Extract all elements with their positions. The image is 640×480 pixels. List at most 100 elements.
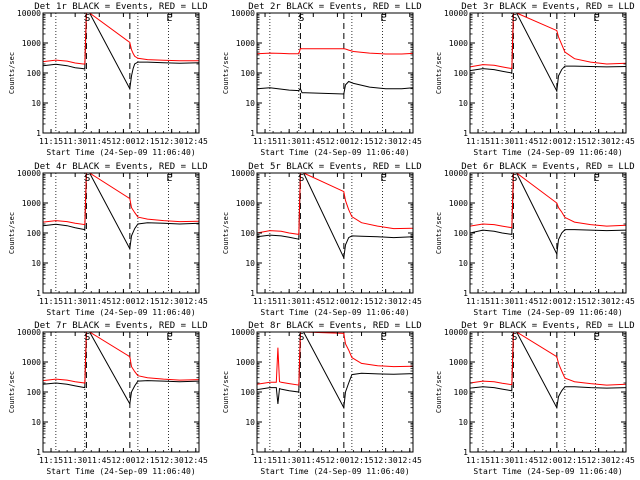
y-axis-label: Counts/sec [435, 371, 443, 413]
y-tick-label: 1 [463, 448, 468, 457]
x-tick-label: 11:30 [490, 456, 514, 465]
x-tick-label: 11:45 [301, 137, 325, 146]
start-marker-label: S [511, 332, 517, 343]
x-tick-label: 12:15 [135, 137, 159, 146]
x-tick-label: 11:30 [490, 297, 514, 306]
panel-7: Det 7r BLACK = Events, RED = LLD 1 10 100 10… [8, 321, 208, 476]
y-tick-label: 1000 [22, 39, 41, 48]
end-marker-label: E [166, 173, 172, 184]
y-tick-label: 100 [27, 388, 42, 397]
start-marker-label: S [84, 332, 90, 343]
lld-series-line [43, 13, 199, 65]
start-marker-label: S [298, 332, 304, 343]
panel-title: Det 9r BLACK = Events, RED = LLD [461, 321, 634, 331]
y-tick-label: 10000 [444, 169, 468, 178]
x-tick-label: 11:30 [277, 297, 301, 306]
lld-series-line [257, 173, 413, 235]
x-axis-label: Start Time (24-Sep-09 11:06:40) [473, 308, 622, 317]
y-tick-label: 10000 [17, 169, 41, 178]
end-marker-label: E [593, 173, 599, 184]
x-axis-label: Start Time (24-Sep-09 11:06:40) [46, 308, 195, 317]
y-tick-label: 1000 [236, 358, 255, 367]
end-marker-label: E [593, 13, 599, 24]
x-tick-label: 12:30 [374, 297, 398, 306]
events-series-line [43, 13, 199, 91]
x-tick-label: 12:15 [349, 456, 373, 465]
x-tick-label: 12:30 [374, 137, 398, 146]
events-series-line [470, 332, 626, 410]
y-tick-label: 10000 [231, 328, 255, 337]
x-axis-label: Start Time (24-Sep-09 11:06:40) [260, 308, 409, 317]
y-tick-label: 100 [454, 69, 469, 78]
x-axis-label: Start Time (24-Sep-09 11:06:40) [260, 467, 409, 476]
y-tick-label: 100 [27, 69, 42, 78]
end-marker-label: E [166, 13, 172, 24]
start-marker-label: S [298, 13, 304, 24]
plot-frame [256, 12, 414, 134]
y-tick-label: 10000 [17, 9, 41, 18]
x-tick-label: 12:45 [184, 137, 208, 146]
events-series-line [43, 332, 199, 406]
x-axis-label: Start Time (24-Sep-09 11:06:40) [473, 148, 622, 157]
plot-frame [469, 172, 627, 294]
end-marker-label: E [380, 13, 386, 24]
y-tick-label: 1 [463, 129, 468, 138]
x-tick-label: 12:15 [349, 297, 373, 306]
x-tick-label: 11:45 [87, 297, 111, 306]
panel-2: Det 2r BLACK = Events, RED = LLD 1 10 100 10… [222, 2, 422, 157]
y-tick-label: 10 [458, 259, 468, 268]
y-tick-label: 10 [245, 99, 255, 108]
x-tick-label: 12:30 [160, 137, 184, 146]
x-tick-label: 11:15 [39, 456, 63, 465]
x-tick-label: 11:45 [514, 456, 538, 465]
y-tick-label: 100 [241, 69, 256, 78]
y-tick-label: 1000 [22, 358, 41, 367]
panel-8: Det 8r BLACK = Events, RED = LLD 1 10 100 10… [222, 321, 422, 476]
x-tick-label: 12:45 [611, 137, 635, 146]
x-tick-label: 12:30 [160, 297, 184, 306]
start-marker-label: S [511, 173, 517, 184]
y-tick-label: 100 [454, 229, 469, 238]
x-tick-label: 12:45 [184, 456, 208, 465]
lld-series-line [470, 332, 626, 386]
x-tick-label: 11:30 [277, 456, 301, 465]
y-tick-label: 100 [241, 388, 256, 397]
lld-series-line [257, 48, 413, 55]
lld-series-line [43, 332, 199, 384]
x-tick-label: 12:00 [325, 297, 349, 306]
events-series-line [470, 13, 626, 93]
x-tick-label: 12:00 [538, 297, 562, 306]
y-tick-label: 1 [250, 448, 255, 457]
x-tick-label: 12:45 [398, 456, 422, 465]
y-tick-label: 10 [458, 99, 468, 108]
y-tick-label: 100 [454, 388, 469, 397]
x-tick-label: 12:15 [562, 137, 586, 146]
panel-6: Det 6r BLACK = Events, RED = LLD 1 10 100 10… [435, 162, 635, 317]
lld-series-line [470, 173, 626, 229]
panel-3: Det 3r BLACK = Events, RED = LLD 1 10 100 10… [435, 2, 635, 157]
events-series-line [470, 173, 626, 256]
panel-title: Det 2r BLACK = Events, RED = LLD [248, 2, 421, 12]
y-tick-label: 10000 [231, 169, 255, 178]
x-tick-label: 12:00 [325, 137, 349, 146]
events-series-line [257, 80, 413, 95]
y-tick-label: 1 [36, 129, 41, 138]
y-tick-label: 10000 [444, 9, 468, 18]
x-tick-label: 12:30 [587, 297, 611, 306]
x-tick-label: 12:30 [587, 456, 611, 465]
lld-series-line [257, 332, 413, 386]
x-tick-label: 11:30 [63, 297, 87, 306]
x-tick-label: 12:00 [325, 456, 349, 465]
y-axis-label: Counts/sec [222, 52, 230, 94]
events-series-line [43, 173, 199, 251]
events-series-line [257, 173, 413, 260]
y-tick-label: 10000 [231, 9, 255, 18]
x-tick-label: 11:45 [301, 297, 325, 306]
end-marker-label: E [380, 332, 386, 343]
x-tick-label: 12:45 [398, 297, 422, 306]
x-tick-label: 11:15 [466, 137, 490, 146]
panel-5: Det 5r BLACK = Events, RED = LLD 1 10 100 10… [222, 162, 422, 317]
y-tick-label: 1 [36, 289, 41, 298]
y-axis-label: Counts/sec [435, 212, 443, 254]
